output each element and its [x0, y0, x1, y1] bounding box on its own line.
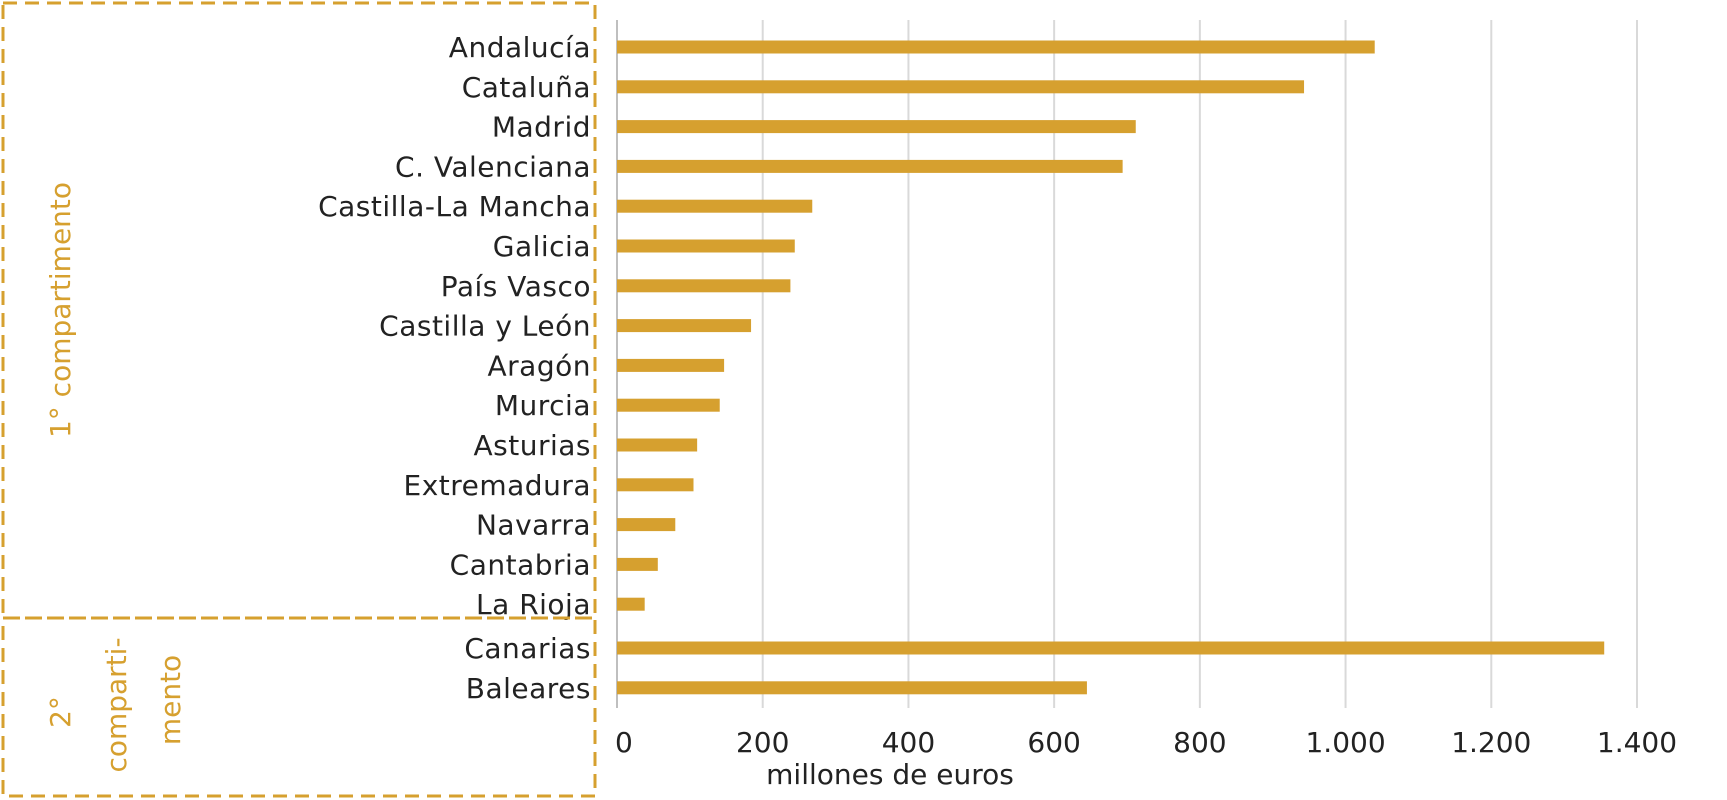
category-label: Castilla y León: [379, 310, 591, 343]
group-label-1: 1° compartimento: [44, 182, 77, 438]
category-label: La Rioja: [476, 588, 591, 621]
category-label: Galicia: [493, 230, 591, 263]
bar: [617, 80, 1305, 94]
group-label-2-line: mento: [154, 655, 187, 745]
bar: [617, 239, 795, 253]
x-tick-label: 1.400: [1597, 726, 1677, 759]
category-label: Extremadura: [404, 469, 592, 502]
category-label: Baleares: [466, 672, 591, 705]
bar: [617, 641, 1605, 655]
category-label: Cantabria: [450, 548, 591, 581]
bar: [617, 478, 694, 492]
bar: [617, 438, 698, 452]
category-label: Cataluña: [462, 71, 591, 104]
x-tick-label: 1.200: [1451, 726, 1531, 759]
category-label: Aragón: [488, 349, 591, 382]
category-label: Murcia: [495, 389, 591, 422]
bar: [617, 120, 1136, 134]
bar: [617, 199, 813, 213]
x-tick-label: 200: [736, 726, 789, 759]
category-label: Asturias: [473, 429, 591, 462]
x-tick-label: 0: [615, 726, 633, 759]
category-label: Madrid: [492, 111, 591, 144]
category-label: Andalucía: [449, 31, 591, 64]
x-tick-labels: 0 200 400 600 800 1.000 1.200 1.400: [615, 726, 1677, 759]
bar: [617, 279, 791, 293]
bar: [617, 398, 720, 412]
category-labels: Andalucía Cataluña Madrid C. Valenciana Cast…: [318, 31, 592, 705]
bar: [617, 557, 658, 571]
bar: [617, 319, 752, 333]
bar: [617, 518, 676, 532]
category-label: Navarra: [476, 509, 591, 542]
group-boxes: 1° compartimento 2° comparti-mento: [1, 1, 597, 798]
group-box-2: [1, 616, 597, 798]
bar: [617, 681, 1087, 695]
x-tick-label: 600: [1027, 726, 1080, 759]
bar: [617, 358, 725, 372]
x-tick-label: 400: [882, 726, 935, 759]
category-label: País Vasco: [441, 270, 591, 303]
category-label: Canarias: [464, 632, 591, 665]
bar: [617, 40, 1375, 54]
x-tick-label: 1.000: [1305, 726, 1385, 759]
bar: [617, 159, 1123, 173]
x-axis-title: millones de euros: [766, 758, 1014, 791]
gridlines: [616, 20, 1638, 708]
group-label-2-line: comparti-: [100, 637, 133, 772]
category-label: C. Valenciana: [395, 150, 591, 183]
category-label: Castilla-La Mancha: [318, 190, 591, 223]
bar: [617, 597, 645, 611]
bars: [617, 40, 1605, 695]
group-label-2-line: 2°: [44, 696, 77, 728]
x-tick-label: 800: [1173, 726, 1226, 759]
